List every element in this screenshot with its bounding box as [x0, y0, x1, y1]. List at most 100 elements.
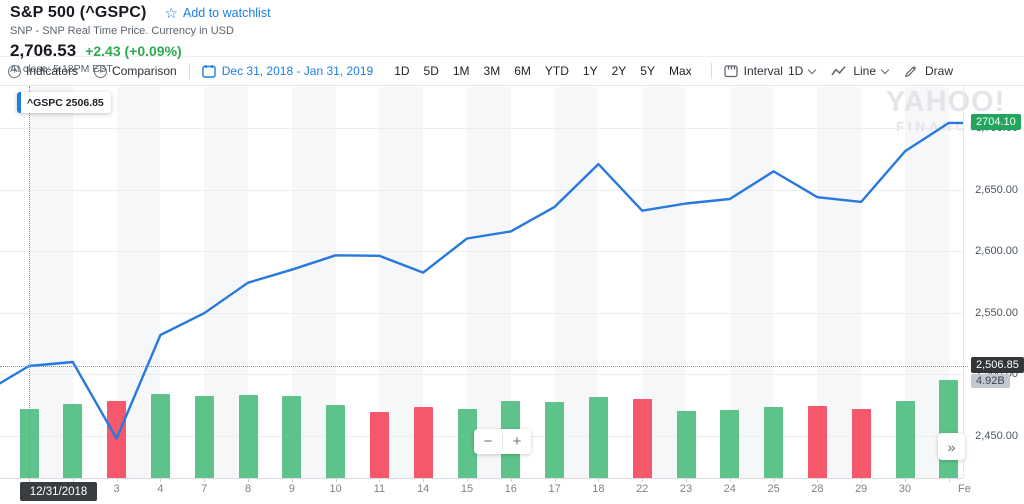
- x-axis-tick: [642, 478, 644, 482]
- indicators-button[interactable]: + Indicators: [8, 64, 78, 78]
- x-axis-tick: [598, 478, 600, 482]
- chart-toolbar: + Indicators + Comparison Dec 31, 2018 -…: [0, 56, 1024, 86]
- x-axis-tick: [467, 478, 468, 482]
- crosshair-price-badge: 2,506.85: [971, 357, 1024, 373]
- x-axis-tick: [72, 478, 74, 482]
- x-axis-tick-label: 9: [288, 483, 295, 495]
- x-axis-tick: [423, 478, 425, 482]
- gridline: [0, 374, 963, 376]
- comparison-button[interactable]: + Comparison: [94, 64, 177, 78]
- chevron-down-icon: [808, 65, 817, 74]
- volume-bar-jan-2: [63, 403, 83, 478]
- x-axis-tick-label: 8: [244, 483, 252, 495]
- zoom-out-button[interactable]: −: [483, 433, 493, 450]
- volume-bar-jan-23: [676, 411, 696, 478]
- y-axis-tick-label: 2,550.00: [975, 306, 1018, 319]
- price-chart-area[interactable]: 2,700.002,650.002,600.002,550.002,500.00…: [0, 86, 1024, 504]
- x-axis-tick-label: 3: [113, 483, 120, 495]
- range-button-1y[interactable]: 1Y: [582, 64, 598, 78]
- volume-bar-jan-10: [326, 405, 346, 478]
- x-axis-tick: [510, 478, 512, 482]
- volume-bar-jan-18: [588, 396, 608, 478]
- x-axis-tick: [379, 478, 381, 482]
- interval-label: Interval: [743, 64, 783, 78]
- legend-color-bar: [17, 92, 21, 113]
- volume-bar-jan-22: [632, 398, 652, 478]
- draw-button[interactable]: Draw: [904, 64, 953, 79]
- x-axis-tick-label: 17: [548, 483, 561, 495]
- x-axis-tick: [686, 478, 687, 482]
- x-axis-tick: [773, 478, 775, 482]
- x-axis-tick: [29, 478, 30, 482]
- gridline: [0, 251, 963, 253]
- star-icon[interactable]: ☆: [164, 5, 178, 22]
- x-axis-tick: [116, 478, 118, 482]
- range-button-5d[interactable]: 5D: [423, 64, 439, 78]
- crosshair-volume-badge: 4.92B: [971, 374, 1010, 388]
- date-range-picker[interactable]: Dec 31, 2018 - Jan 31, 2019: [202, 64, 373, 78]
- price-change: +2.43 (+0.09%): [85, 43, 182, 59]
- interval-icon: [723, 64, 738, 78]
- x-axis-tick-label: 14: [417, 483, 430, 495]
- x-axis-tick-label: 28: [811, 483, 824, 495]
- pan-right-button[interactable]: »: [938, 433, 965, 460]
- volume-bar-jan-14: [413, 406, 433, 478]
- range-button-max[interactable]: Max: [668, 64, 692, 78]
- series-legend-badge[interactable]: ^GSPC 2506.85: [17, 92, 111, 113]
- date-range-label: Dec 31, 2018 - Jan 31, 2019: [221, 64, 374, 78]
- price-line-series: [0, 121, 963, 440]
- volume-bar-jan-4: [150, 393, 170, 478]
- range-button-group: 1D 5D 1M 3M 6M YTD 1Y 2Y 5Y Max: [387, 64, 698, 78]
- last-price-badge: 2704.10: [971, 114, 1021, 130]
- chart-type-dropdown[interactable]: Line: [831, 64, 890, 78]
- interval-dropdown[interactable]: Interval 1D: [723, 64, 817, 78]
- quote-subtitle: SNP - SNP Real Time Price. Currency in U…: [10, 25, 234, 37]
- crosshair-vertical-line: [29, 86, 30, 478]
- volume-bar-jan-7: [194, 396, 214, 478]
- zoom-control: − +: [474, 429, 531, 454]
- range-button-2y[interactable]: 2Y: [611, 64, 627, 78]
- x-axis-tick: [729, 478, 731, 482]
- zoom-in-button[interactable]: +: [512, 433, 522, 450]
- range-button-5y[interactable]: 5Y: [640, 64, 655, 78]
- x-axis-tick: [861, 478, 863, 482]
- right-axis-line: [963, 86, 964, 478]
- gridline: [0, 189, 963, 191]
- crosshair-date-badge: 12/31/2018: [20, 482, 97, 501]
- volume-bar-jan-28: [807, 406, 827, 478]
- x-axis-tick: [160, 478, 162, 482]
- x-axis-tick-label: 15: [460, 483, 474, 495]
- calendar-icon: [202, 65, 216, 78]
- x-axis-tick: [817, 478, 819, 482]
- yahoo-finance-watermark: YAHOO! FINANCE: [886, 88, 1005, 134]
- y-axis-tick-label: 2,650.00: [975, 183, 1018, 196]
- volume-bar-jan-24: [720, 410, 740, 478]
- volume-bar-jan-17: [545, 401, 565, 478]
- x-axis-line: [0, 478, 963, 479]
- range-button-1d[interactable]: 1D: [394, 64, 410, 78]
- x-axis-tick-label: 30: [898, 483, 912, 495]
- add-indicator-icon: +: [8, 64, 21, 78]
- quote-header: S&P 500 (^GSPC) ☆ Add to watchlist SNP -…: [0, 0, 1024, 75]
- toolbar-divider: [188, 63, 190, 79]
- range-button-6m[interactable]: 6M: [514, 64, 531, 78]
- x-axis-tick: [248, 478, 249, 482]
- x-axis-tick-label: 7: [201, 483, 208, 495]
- at-close-timestamp: At close: 5:18PM EST: [10, 63, 113, 75]
- crosshair-horizontal-line: [0, 366, 968, 367]
- range-button-ytd[interactable]: YTD: [544, 64, 569, 78]
- current-price: 2,706.53: [10, 41, 77, 60]
- x-axis-tick: [335, 478, 337, 482]
- x-axis-tick: [554, 478, 556, 482]
- x-axis-tick-label: 25: [767, 483, 780, 495]
- x-axis-tick-label: 4: [157, 483, 164, 495]
- x-axis-tick-label: 16: [504, 483, 517, 495]
- range-button-1m[interactable]: 1M: [452, 64, 470, 78]
- range-button-3m[interactable]: 3M: [483, 64, 501, 78]
- volume-bar-jan-11: [369, 412, 389, 478]
- chart-type-label: Line: [853, 64, 877, 78]
- add-to-watchlist-link[interactable]: Add to watchlist: [183, 6, 271, 20]
- volume-bar-jan-9: [282, 395, 302, 478]
- chevron-down-icon: [880, 65, 890, 74]
- volume-bar-jan-30: [895, 401, 915, 478]
